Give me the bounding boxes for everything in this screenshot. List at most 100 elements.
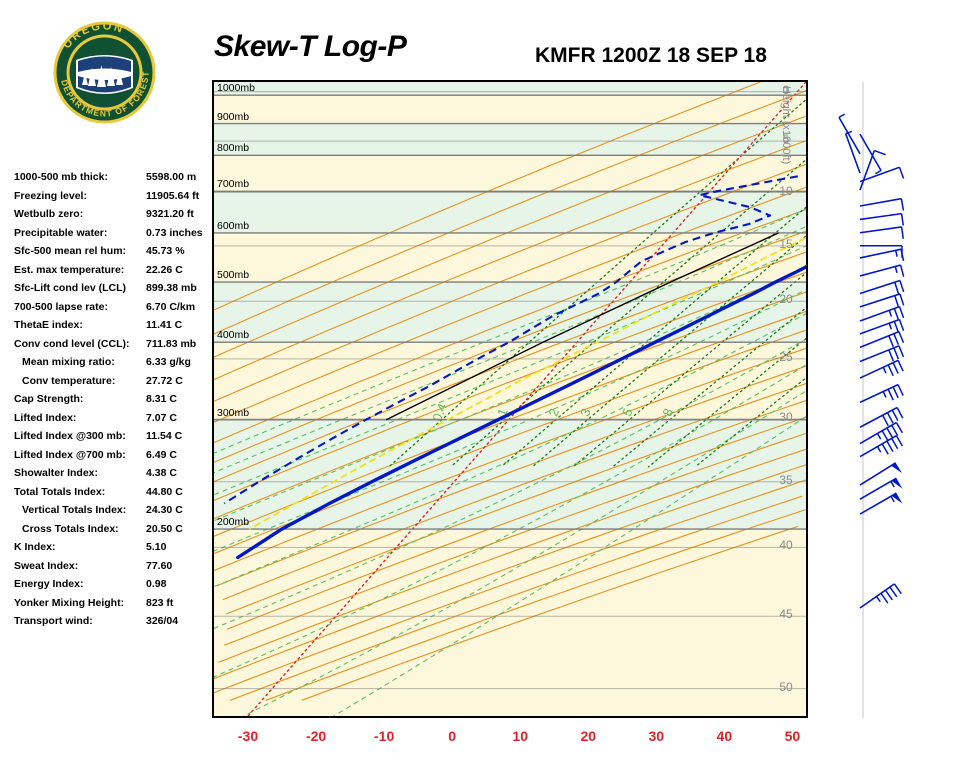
stat-label: Sweat Index:	[14, 559, 79, 572]
height-tick-label: 20	[779, 292, 793, 307]
mixing-ratio-line	[647, 337, 806, 468]
stat-label: Wetbulb zero:	[14, 208, 84, 220]
height-tick-label: 5	[782, 132, 790, 147]
stat-row: Lifted Index: 7.07 C	[14, 409, 204, 428]
stat-value: 11905.64 ft	[146, 189, 200, 202]
wind-barb	[859, 318, 905, 335]
stat-label: Sfc-Lift cond lev (LCL)	[14, 282, 126, 294]
height-tick-label: 45	[779, 607, 793, 622]
parcel-path-trace	[385, 232, 779, 421]
stat-value: 24.30 C	[146, 504, 183, 516]
wind-barb	[859, 406, 904, 428]
stat-row: Transport wind: 326/04	[14, 612, 204, 631]
stat-row: Energy Index: 0.98	[14, 575, 204, 594]
skewt-chart: 0.4 1 2 3 5 8 200mb 300mb 400mb 500mb 600mb 700mb 8…	[212, 80, 808, 718]
moist-adiabat-line	[243, 390, 806, 716]
stat-label: 700-500 lapse rate:	[14, 300, 108, 313]
dry-adiabat-line	[230, 495, 803, 701]
temperature-tick-label: 10	[512, 728, 528, 744]
temperature-tick-label: 0	[448, 728, 457, 744]
pressure-tick-label: 1000mb	[217, 82, 255, 95]
stat-label: Est. max temperature:	[14, 263, 125, 276]
sounding-indices-panel: 1000-500 mb thick: 5598.00 m Freezing leve…	[14, 168, 204, 631]
stat-value: 899.38 mb	[146, 282, 197, 294]
moist-adiabat-line	[214, 208, 806, 454]
height-tick-label: 50	[779, 679, 793, 694]
pressure-tick-label: 900mb	[217, 110, 250, 123]
stat-row: Total Totals Index: 44.80 C	[14, 483, 204, 502]
stat-value: 4.38 C	[146, 467, 177, 479]
stat-row: Cross Totals Index: 20.50 C	[14, 520, 204, 539]
stat-value: 6.49 C	[146, 448, 177, 461]
dry-adiabat-line	[214, 251, 806, 483]
stat-label: Lifted Index @700 mb:	[14, 448, 126, 461]
dry-adiabat-line	[265, 508, 806, 701]
pressure-tick-label: 600mb	[217, 219, 250, 232]
wind-barb	[844, 130, 861, 174]
moist-adiabat-line	[214, 313, 806, 588]
moist-adiabat-line	[333, 415, 806, 716]
stat-label: Precipitable water:	[14, 226, 108, 239]
stat-row: Sweat Index: 77.60	[14, 557, 204, 576]
stat-row: 700-500 lapse rate: 6.70 C/km	[14, 298, 204, 317]
isotherm-line	[247, 82, 806, 716]
dry-adiabat-line	[301, 525, 799, 701]
skewt-plot-area: 0.4 1 2 3 5 8	[214, 82, 806, 716]
stat-row: Vertical Totals Index: 24.30 C	[14, 501, 204, 520]
wind-barb	[859, 264, 905, 277]
dry-adiabat-line	[214, 140, 806, 381]
stat-row: Lifted Index @700 mb: 6.49 C	[14, 446, 204, 465]
stat-row: Conv temperature: 27.72 C	[14, 372, 204, 391]
stat-value: 8.31 C	[146, 393, 177, 405]
stat-value: 5598.00 m	[146, 171, 197, 183]
wind-barb	[859, 359, 904, 379]
wind-barb	[859, 133, 882, 175]
stat-value: 9321.20 ft	[146, 208, 194, 220]
mixing-ratio-line	[450, 158, 806, 468]
dry-adiabat-line	[214, 347, 806, 572]
stat-label: Conv cond level (CCL):	[14, 337, 130, 350]
wind-barb	[859, 149, 886, 191]
moist-adiabat-line	[214, 338, 806, 630]
wind-barb	[838, 113, 861, 155]
dewpoint-trace	[223, 175, 798, 505]
wind-barb	[859, 305, 905, 322]
dry-adiabat-line	[214, 310, 806, 537]
stat-value: 20.50 C	[146, 522, 183, 535]
wind-barb	[859, 197, 905, 211]
stat-label: Transport wind:	[14, 615, 93, 627]
height-tick-label: 35	[779, 472, 793, 487]
stat-label: K Index:	[14, 541, 56, 553]
moist-adiabat-line	[214, 364, 806, 678]
wind-barb	[859, 293, 905, 308]
stat-row: K Index: 5.10	[14, 538, 204, 557]
wind-barb	[859, 383, 904, 404]
stat-value: 45.73 %	[146, 245, 185, 257]
wind-barb	[859, 279, 905, 295]
dry-adiabat-line	[214, 90, 806, 335]
wind-barb	[859, 345, 905, 363]
stat-value: 6.33 g/kg	[146, 356, 191, 368]
stat-row: Wetbulb zero: 9321.20 ft	[14, 205, 204, 224]
stat-value: 7.07 C	[146, 411, 177, 424]
stat-label: Yonker Mixing Height:	[14, 596, 125, 609]
stat-row: Conv cond level (CCL): 711.83 mb	[14, 335, 204, 354]
stat-value: 6.70 C/km	[146, 300, 196, 313]
stat-row: Precipitable water: 0.73 inches	[14, 224, 204, 243]
height-tick-label: 40	[779, 538, 793, 553]
dry-adiabat-line	[214, 479, 806, 694]
pressure-tick-label: 300mb	[217, 406, 250, 419]
stat-label: Lifted Index:	[14, 411, 77, 424]
temperature-tick-label: 50	[784, 728, 801, 744]
dry-adiabat-line	[214, 163, 806, 402]
stat-value: 44.80 C	[146, 485, 183, 498]
stat-value: 5.10	[146, 541, 167, 553]
stat-label: Cross Totals Index:	[22, 522, 119, 535]
moist-adiabat-line	[214, 288, 806, 552]
stat-row: Cap Strength: 8.31 C	[14, 390, 204, 409]
mixing-ratio-line	[694, 377, 806, 468]
wind-barb	[859, 166, 905, 183]
dry-adiabat-line	[226, 416, 806, 630]
dry-adiabat-line	[222, 382, 806, 601]
dry-adiabat-line	[218, 448, 806, 663]
